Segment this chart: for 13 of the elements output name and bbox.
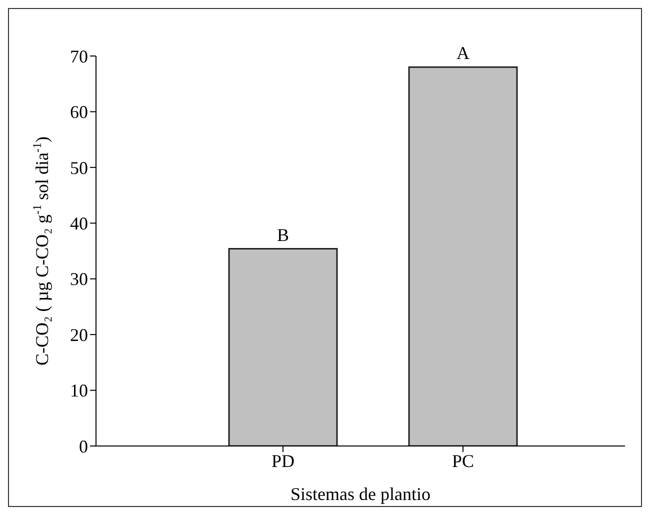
y-tick-label: 70: [70, 46, 88, 66]
x-axis-title: Sistemas de plantio: [290, 484, 430, 504]
y-tick-label: 30: [70, 269, 88, 290]
x-tick-label: PD: [271, 450, 295, 471]
annotation: A: [456, 43, 470, 64]
y-tick-label: 60: [70, 102, 88, 122]
y-tick-label: 40: [70, 214, 88, 234]
y-tick-label: 10: [70, 380, 88, 401]
y-tick-label: 20: [70, 324, 88, 345]
annotation: B: [276, 224, 290, 245]
y-tick-label: 50: [70, 158, 88, 178]
x-tick-label: PC: [452, 450, 474, 471]
y-tick-label: 0: [79, 436, 88, 456]
